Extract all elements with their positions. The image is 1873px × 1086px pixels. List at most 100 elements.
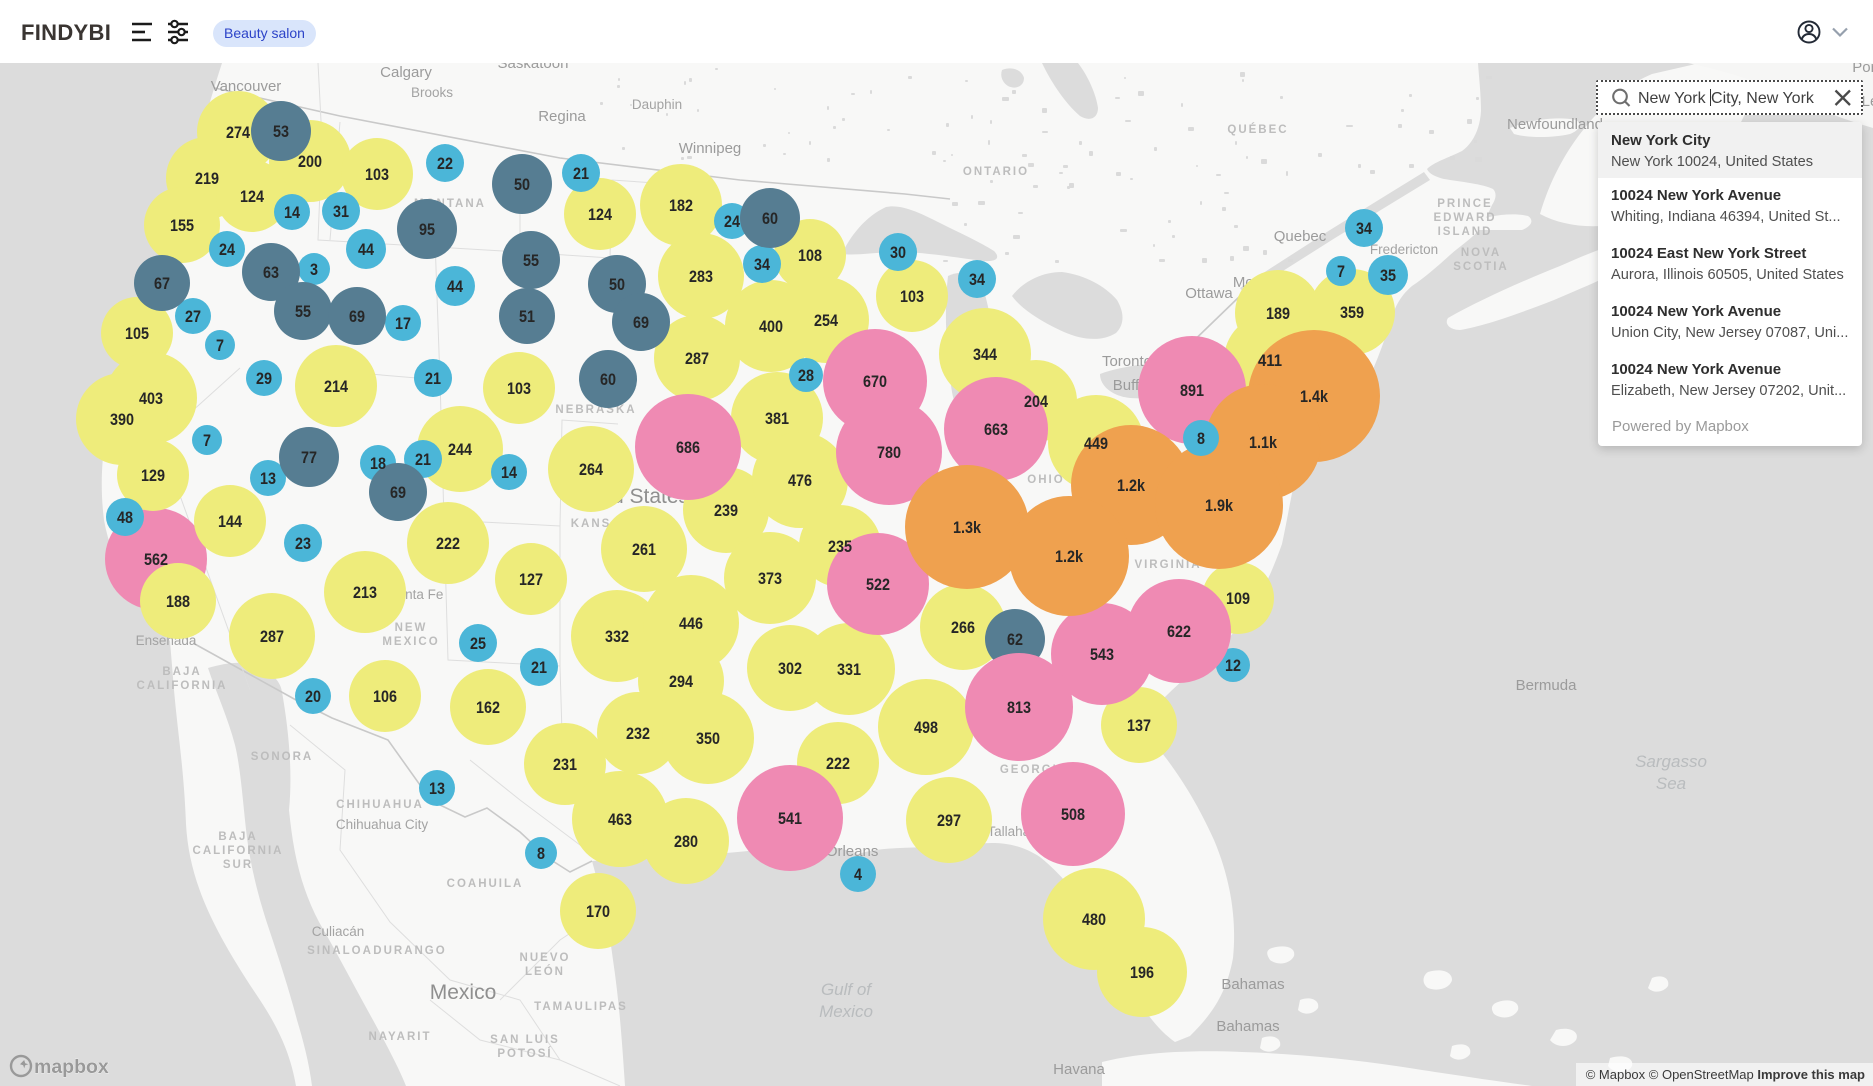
svg-text:381: 381 [765, 410, 789, 428]
svg-text:287: 287 [685, 350, 709, 368]
svg-text:480: 480 [1082, 911, 1106, 929]
svg-text:103: 103 [900, 288, 924, 306]
svg-text:463: 463 [608, 811, 632, 829]
svg-text:188: 188 [166, 593, 190, 611]
svg-text:QUÉBEC: QUÉBEC [1227, 123, 1288, 136]
svg-text:4: 4 [854, 866, 862, 884]
svg-text:891: 891 [1180, 382, 1204, 400]
svg-text:13: 13 [260, 470, 276, 488]
svg-text:21: 21 [573, 165, 589, 183]
svg-text:261: 261 [632, 541, 656, 559]
svg-text:13: 13 [429, 780, 445, 798]
svg-text:NOVA: NOVA [1461, 247, 1501, 259]
svg-text:541: 541 [778, 810, 802, 828]
svg-text:mapbox: mapbox [34, 1056, 109, 1078]
svg-text:28: 28 [798, 367, 814, 385]
svg-text:350: 350 [696, 730, 720, 748]
svg-text:VIRGINIA: VIRGINIA [1134, 559, 1201, 571]
svg-text:1.4k: 1.4k [1300, 388, 1329, 406]
svg-text:Chihuahua City: Chihuahua City [336, 817, 429, 832]
svg-text:24: 24 [724, 213, 740, 231]
svg-text:LEÓN: LEÓN [525, 965, 565, 978]
svg-text:NEBRASKA: NEBRASKA [555, 404, 636, 416]
svg-text:222: 222 [436, 535, 460, 553]
svg-text:Quebec: Quebec [1274, 228, 1327, 245]
svg-text:50: 50 [609, 276, 625, 294]
svg-text:34: 34 [969, 271, 985, 289]
svg-text:MEXICO: MEXICO [382, 636, 439, 648]
svg-text:62: 62 [1007, 631, 1023, 649]
svg-text:446: 446 [679, 615, 703, 633]
svg-text:34: 34 [1356, 220, 1372, 238]
svg-text:69: 69 [633, 314, 649, 332]
svg-text:Vancouver: Vancouver [211, 78, 282, 95]
svg-text:196: 196 [1130, 964, 1154, 982]
svg-text:403: 403 [139, 390, 163, 408]
svg-text:34: 34 [754, 256, 770, 274]
svg-text:108: 108 [798, 247, 822, 265]
svg-text:8: 8 [1197, 430, 1205, 448]
svg-text:EDWARD: EDWARD [1433, 212, 1496, 224]
svg-text:780: 780 [877, 444, 901, 462]
svg-text:129: 129 [141, 467, 165, 485]
svg-text:35: 35 [1380, 267, 1396, 285]
svg-text:106: 106 [373, 688, 397, 706]
svg-text:50: 50 [514, 176, 530, 194]
svg-text:Port: Port [1852, 59, 1873, 76]
svg-text:29: 29 [256, 370, 272, 388]
svg-text:COAHUILA: COAHUILA [447, 878, 524, 890]
svg-text:Ottawa: Ottawa [1185, 285, 1233, 302]
svg-text:264: 264 [579, 461, 603, 479]
svg-text:124: 124 [240, 188, 264, 206]
svg-text:Mexico: Mexico [430, 981, 497, 1004]
svg-text:155: 155 [170, 217, 194, 235]
svg-text:670: 670 [863, 373, 887, 391]
svg-text:7: 7 [216, 337, 224, 355]
svg-text:TAMAULIPAS: TAMAULIPAS [534, 1001, 628, 1013]
svg-text:BAJA: BAJA [218, 831, 257, 843]
svg-text:55: 55 [523, 252, 539, 270]
svg-text:543: 543 [1090, 646, 1114, 664]
svg-text:77: 77 [301, 449, 317, 467]
svg-text:449: 449 [1084, 435, 1108, 453]
svg-text:48: 48 [117, 509, 133, 527]
svg-text:60: 60 [762, 210, 778, 228]
svg-text:1.3k: 1.3k [953, 519, 982, 537]
svg-text:44: 44 [447, 278, 463, 296]
svg-text:Newfoundland: Newfoundland [1507, 116, 1603, 133]
svg-text:Sargasso: Sargasso [1635, 752, 1707, 771]
svg-text:686: 686 [676, 439, 700, 457]
svg-text:3: 3 [310, 261, 318, 279]
svg-text:NEW: NEW [395, 622, 428, 634]
svg-text:ISLAND: ISLAND [1438, 226, 1493, 238]
svg-text:663: 663 [984, 421, 1008, 439]
svg-text:1.1k: 1.1k [1249, 434, 1278, 452]
svg-text:44: 44 [358, 241, 374, 259]
svg-text:SCOTIA: SCOTIA [1453, 261, 1508, 273]
svg-text:Le: Le [1862, 93, 1873, 110]
svg-text:137: 137 [1127, 717, 1151, 735]
svg-text:21: 21 [415, 451, 431, 469]
svg-text:213: 213 [353, 584, 377, 602]
svg-text:411: 411 [1258, 352, 1282, 370]
svg-text:ONTARIO: ONTARIO [963, 166, 1029, 178]
svg-text:124: 124 [588, 206, 612, 224]
svg-text:7: 7 [1337, 263, 1345, 281]
svg-text:21: 21 [425, 370, 441, 388]
svg-text:498: 498 [914, 719, 938, 737]
svg-text:Brooks: Brooks [411, 85, 453, 100]
svg-text:53: 53 [273, 123, 289, 141]
svg-text:67: 67 [154, 275, 170, 293]
svg-text:302: 302 [778, 660, 802, 678]
svg-text:SAN LUIS: SAN LUIS [490, 1034, 560, 1046]
svg-text:SINALOA: SINALOA [307, 945, 373, 957]
svg-text:Havana: Havana [1053, 1061, 1105, 1078]
svg-text:25: 25 [470, 635, 486, 653]
svg-text:813: 813 [1007, 699, 1031, 717]
svg-text:204: 204 [1024, 393, 1048, 411]
svg-text:NAYARIT: NAYARIT [369, 1031, 432, 1043]
svg-text:103: 103 [365, 166, 389, 184]
svg-text:373: 373 [758, 570, 782, 588]
svg-text:24: 24 [219, 241, 235, 259]
svg-text:Winnipeg: Winnipeg [679, 140, 742, 157]
